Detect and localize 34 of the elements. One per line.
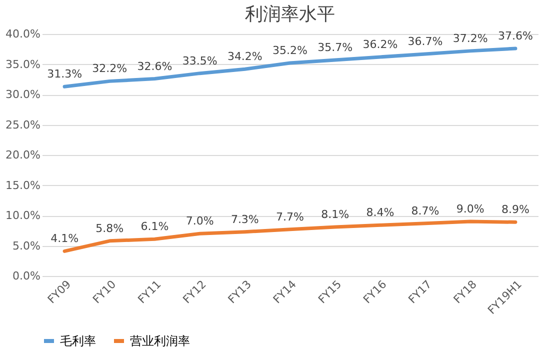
data-label: 35.7% xyxy=(318,41,353,54)
y-tick-label: 15.0% xyxy=(6,178,40,192)
data-label: 9.0% xyxy=(456,202,484,216)
y-tick-label: 5.0% xyxy=(12,239,40,252)
legend-label: 毛利率 xyxy=(60,334,96,348)
data-label: 6.1% xyxy=(140,220,169,234)
y-tick-label: 35.0% xyxy=(6,58,40,71)
data-label: 32.6% xyxy=(137,60,172,73)
data-label: 8.9% xyxy=(501,203,530,216)
data-label: 36.7% xyxy=(408,34,443,48)
data-label: 31.3% xyxy=(47,68,82,81)
data-label: 33.5% xyxy=(182,54,218,68)
data-label: 34.2% xyxy=(227,50,262,64)
data-label: 8.7% xyxy=(411,204,440,218)
data-label: 7.3% xyxy=(230,212,259,226)
data-label: 37.6% xyxy=(498,30,533,43)
data-label: 5.8% xyxy=(96,222,124,235)
data-label: 32.2% xyxy=(92,62,128,76)
y-tick-label: 25.0% xyxy=(6,118,40,132)
legend-label: 营业利润率 xyxy=(130,334,190,348)
y-tick-label: 30.0% xyxy=(6,88,40,101)
data-label: 8.1% xyxy=(321,208,350,221)
data-label: 4.1% xyxy=(50,232,79,246)
data-label: 7.0% xyxy=(186,214,214,228)
y-tick-label: 40.0% xyxy=(6,28,40,40)
data-label: 7.7% xyxy=(276,210,304,224)
data-label: 36.2% xyxy=(362,38,398,51)
y-tick-label: 10.0% xyxy=(6,209,40,222)
y-tick-label: 20.0% xyxy=(6,148,40,162)
data-label: 37.2% xyxy=(452,32,488,45)
chart-title: 利润率水平 xyxy=(245,4,335,25)
data-label: 35.2% xyxy=(272,44,308,58)
data-label: 8.4% xyxy=(366,206,394,220)
y-tick-label: 0.0% xyxy=(12,270,40,282)
